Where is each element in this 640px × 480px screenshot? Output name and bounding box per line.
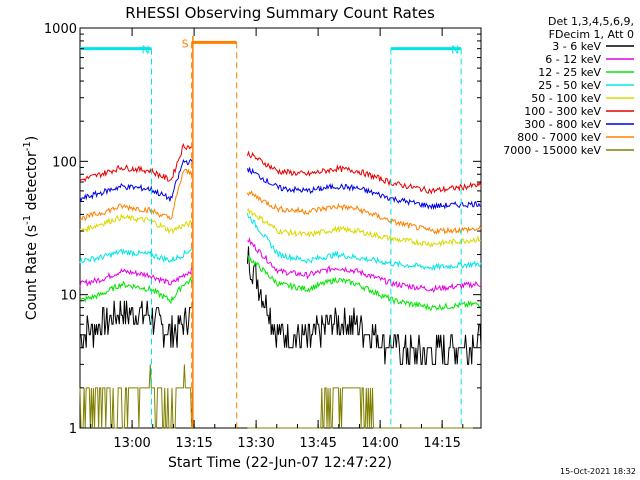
y-axis-label-end: ) (24, 136, 40, 141)
series-line-8 (79, 364, 481, 429)
series-layer (79, 36, 482, 429)
legend-label: 6 - 12 keV (545, 53, 601, 66)
y-axis-label-mid: detector (24, 151, 40, 215)
y-tick-label: 10 (60, 289, 77, 304)
legend-label: 3 - 6 keV (552, 40, 601, 53)
x-tick-label: 14:00 (361, 436, 398, 451)
y-axis-label-main: Count Rate (s (24, 225, 40, 320)
y-tick-label: 1 (69, 422, 77, 437)
footer-timestamp: 15-Oct-2021 18:32 (560, 467, 636, 476)
y-axis-label: Count Rate (s-1 detector-1) (22, 136, 40, 320)
annotation-layer: N NS (80, 37, 462, 428)
x-tick-label: 13:00 (113, 436, 150, 451)
series-line-3 (79, 213, 482, 272)
legend-header-line: Det 1,3,4,5,6,9, (548, 15, 634, 28)
legend-header-line: FDecim 1, Att 0 (549, 28, 634, 41)
legend-label: 7000 - 15000 keV (503, 144, 601, 157)
annotation-label-1: N (451, 44, 459, 57)
annotation-label-0: N (142, 44, 150, 57)
legend-label: 12 - 25 keV (538, 66, 601, 79)
legend-label: 800 - 7000 keV (517, 131, 601, 144)
x-tick-label: 13:30 (237, 436, 274, 451)
legend: Det 1,3,4,5,6,9,FDecim 1, Att 03 - 6 keV… (503, 15, 634, 157)
series-line-2 (79, 254, 482, 311)
series-line-1 (79, 236, 482, 293)
legend-label: 25 - 50 keV (538, 79, 601, 92)
y-tick-label: 1000 (44, 22, 77, 37)
x-tick-label: 13:45 (299, 436, 336, 451)
y-axis-label-sup1: -1 (22, 215, 33, 225)
x-tick-label: 13:15 (175, 436, 212, 451)
chart-title: RHESSI Observing Summary Count Rates (125, 4, 435, 22)
series-line-5 (79, 143, 482, 195)
legend-label: 300 - 800 keV (524, 118, 601, 131)
series-line-7 (79, 168, 482, 235)
series-line-0 (80, 246, 482, 365)
annotation-label-2: S (182, 37, 189, 50)
axis-layer: 13:00 13:15 13:30 13:45 14:00 14:15 1 10 100 1000 (44, 22, 481, 451)
series-line-6 (79, 158, 482, 211)
x-axis-label: Start Time (22-Jun-07 12:47:22) (168, 455, 392, 471)
x-tick-label: 14:15 (423, 436, 460, 451)
legend-label: 50 - 100 keV (531, 92, 601, 105)
legend-label: 100 - 300 keV (524, 105, 601, 118)
plot-area (79, 27, 482, 429)
y-axis-label-sup2: -1 (22, 141, 33, 151)
y-tick-label: 100 (52, 155, 77, 170)
series-line-4 (79, 207, 482, 248)
